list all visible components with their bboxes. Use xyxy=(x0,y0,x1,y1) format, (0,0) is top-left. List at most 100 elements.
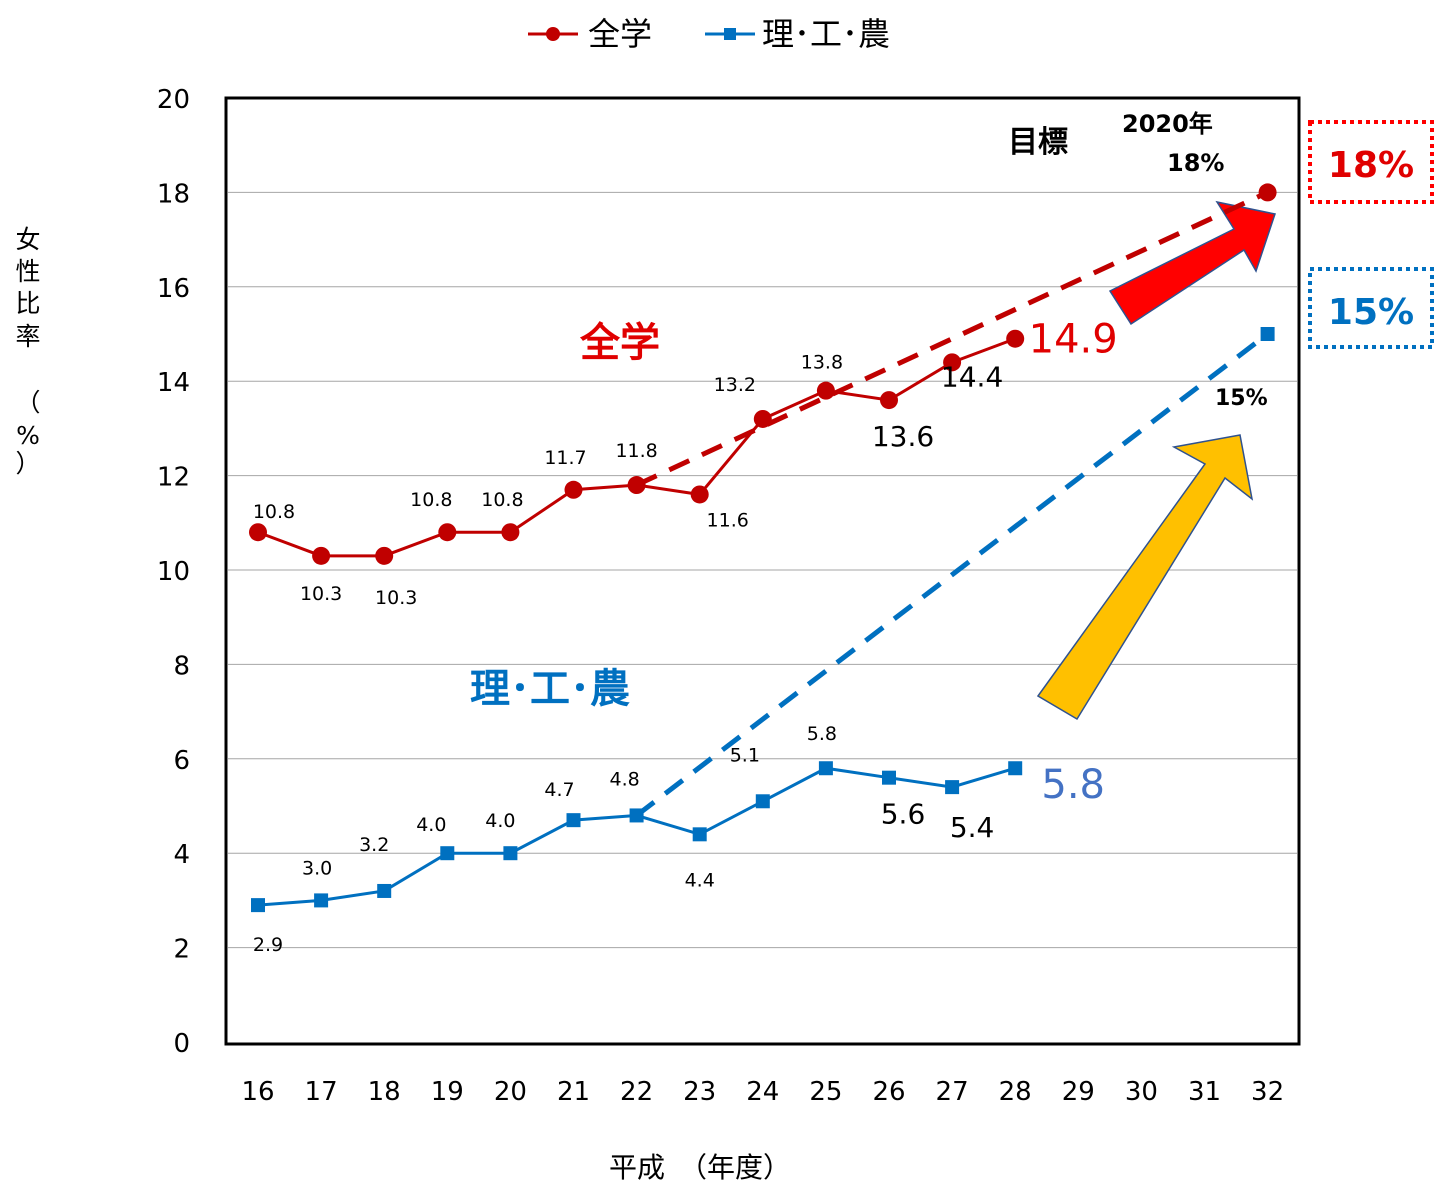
data-label: 3.0 xyxy=(302,857,332,879)
target-box-all xyxy=(1308,120,1434,204)
data-label: 3.2 xyxy=(359,834,389,856)
point-all xyxy=(1258,183,1277,202)
y-tick-label: 12 xyxy=(157,463,190,493)
target-box-stem-label: 15% xyxy=(1328,292,1414,333)
y-tick-label: 6 xyxy=(173,746,190,776)
legend-label-all: 全学 xyxy=(588,15,652,53)
point-all xyxy=(753,409,772,428)
data-label: 10.8 xyxy=(253,501,295,523)
x-axis-title: 平成 （年度） xyxy=(609,1151,791,1184)
data-label: 10.3 xyxy=(375,587,417,609)
x-tick-label: 16 xyxy=(241,1077,274,1107)
x-tick-label: 26 xyxy=(872,1077,905,1107)
x-tick-label: 21 xyxy=(557,1077,590,1107)
point-stem xyxy=(1008,761,1023,776)
point-all xyxy=(627,476,646,495)
point-all xyxy=(880,391,898,410)
x-tick-label: 22 xyxy=(620,1077,653,1107)
x-tick-label: 25 xyxy=(809,1077,842,1107)
x-tick-label: 29 xyxy=(1062,1077,1095,1107)
point-stem xyxy=(755,794,770,809)
x-tick-label: 17 xyxy=(305,1077,338,1107)
series-label-stem: 理･工･農 xyxy=(470,666,630,712)
trend-line-stem xyxy=(635,332,1270,818)
red-arrow xyxy=(1108,200,1276,326)
data-label: 5.6 xyxy=(881,798,926,831)
data-label: 4.0 xyxy=(416,814,446,836)
point-all xyxy=(943,353,962,372)
point-stem xyxy=(440,846,455,861)
x-tick-label: 32 xyxy=(1251,1077,1284,1107)
point-stem xyxy=(566,813,581,828)
data-label: 10.3 xyxy=(300,583,342,605)
x-tick-label: 19 xyxy=(431,1077,464,1107)
y-tick-labels: 0 2 4 6 8 10 12 14 16 18 20 xyxy=(157,85,190,1059)
data-label: 5.8 xyxy=(807,723,837,745)
goal-year: 2020年 xyxy=(1122,110,1213,138)
data-label: 10.8 xyxy=(410,489,452,511)
legend-marker-all xyxy=(546,27,560,41)
data-label: 5.4 xyxy=(950,811,995,844)
point-stem xyxy=(314,893,329,908)
y-tick-label: 18 xyxy=(157,179,190,209)
point-all xyxy=(312,546,331,565)
y-title-char: 女 xyxy=(15,225,40,254)
data-label: 2.9 xyxy=(253,934,283,956)
data-label: 11.6 xyxy=(707,509,749,531)
point-stem xyxy=(945,780,960,795)
goal-label: 目標 xyxy=(1008,125,1068,160)
point-all xyxy=(816,381,835,400)
legend-marker-stem xyxy=(724,28,736,40)
data-labels: 10.8 10.3 10.3 10.8 10.8 11.7 11.8 11.6 13.2 13.8… xyxy=(253,317,1118,956)
point-stem xyxy=(629,808,644,823)
x-tick-label: 30 xyxy=(1125,1077,1158,1107)
data-label: 13.2 xyxy=(714,374,756,396)
y-title-char: 比 xyxy=(15,289,40,318)
data-label: 5.8 xyxy=(1041,762,1105,808)
gold-arrow xyxy=(1036,434,1254,721)
y-tick-label: 8 xyxy=(173,651,190,681)
data-label: 4.4 xyxy=(685,869,715,891)
point-stem xyxy=(503,846,518,861)
y-tick-label: 2 xyxy=(173,935,190,965)
data-label: 10.8 xyxy=(481,489,523,511)
data-label: 13.8 xyxy=(801,352,843,374)
point-stem xyxy=(882,770,896,785)
y-title-char: % xyxy=(16,421,40,450)
x-tick-label: 18 xyxy=(368,1077,401,1107)
point-stem xyxy=(1260,327,1275,341)
y-tick-label: 0 xyxy=(173,1029,190,1059)
y-tick-label: 10 xyxy=(157,557,190,587)
point-stem xyxy=(692,827,707,842)
series-lines xyxy=(249,183,1277,913)
point-all xyxy=(249,523,267,542)
x-tick-labels: 16 17 18 19 20 21 22 23 24 25 26 27 28 29 30 31 32 xyxy=(241,1077,1284,1107)
point-all xyxy=(375,546,394,565)
trend-line-all xyxy=(635,190,1269,488)
data-label: 5.1 xyxy=(730,744,760,766)
target-box-all-label: 18% xyxy=(1328,145,1414,186)
x-tick-label: 23 xyxy=(683,1077,716,1107)
x-tick-label: 31 xyxy=(1188,1077,1221,1107)
x-tick-label: 24 xyxy=(746,1077,779,1107)
plot-frame xyxy=(224,96,1301,1046)
data-label: 4.0 xyxy=(485,810,515,832)
x-tick-label: 27 xyxy=(936,1077,969,1107)
data-label: 11.7 xyxy=(544,447,586,469)
point-all xyxy=(564,480,583,499)
y-title-char: （ xyxy=(15,388,40,417)
legend-label-stem: 理･工･農 xyxy=(762,15,890,53)
legend: 全学 理･工･農 xyxy=(528,15,890,53)
x-tick-label: 20 xyxy=(494,1077,527,1107)
data-label: 11.8 xyxy=(615,440,657,462)
point-stem xyxy=(818,761,833,776)
y-title-char: 性 xyxy=(15,257,40,286)
point-stem xyxy=(377,883,392,898)
x-tick-label: 28 xyxy=(999,1077,1032,1107)
target-box-stem xyxy=(1308,267,1434,349)
data-label: 14.4 xyxy=(941,360,1003,393)
y-tick-label: 14 xyxy=(157,368,190,398)
data-label: 13.6 xyxy=(872,420,934,453)
